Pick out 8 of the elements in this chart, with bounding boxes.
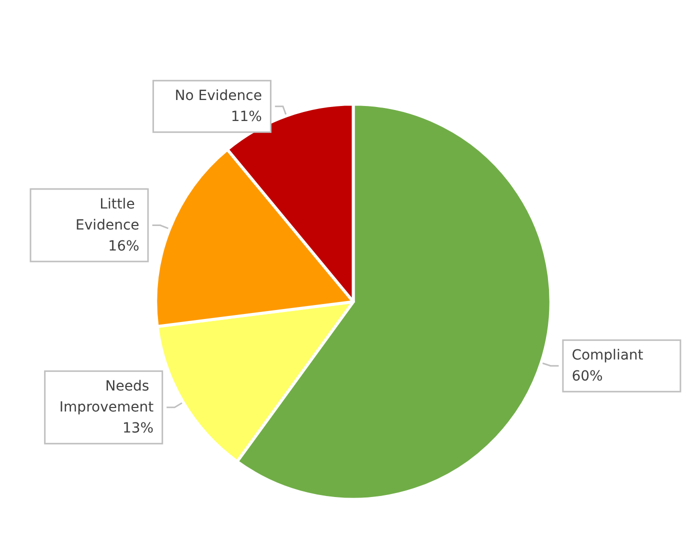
- slice-label: Needs Improvement: [59, 378, 154, 416]
- slice-label: Little Evidence: [76, 196, 140, 234]
- data-label: 13%: [122, 420, 154, 436]
- slice-label: Compliant: [572, 347, 644, 364]
- data-label: 60%: [572, 368, 603, 384]
- data-label: 11%: [230, 108, 262, 125]
- slice-label: No Evidence: [174, 88, 262, 104]
- data-label: 16%: [108, 238, 140, 254]
